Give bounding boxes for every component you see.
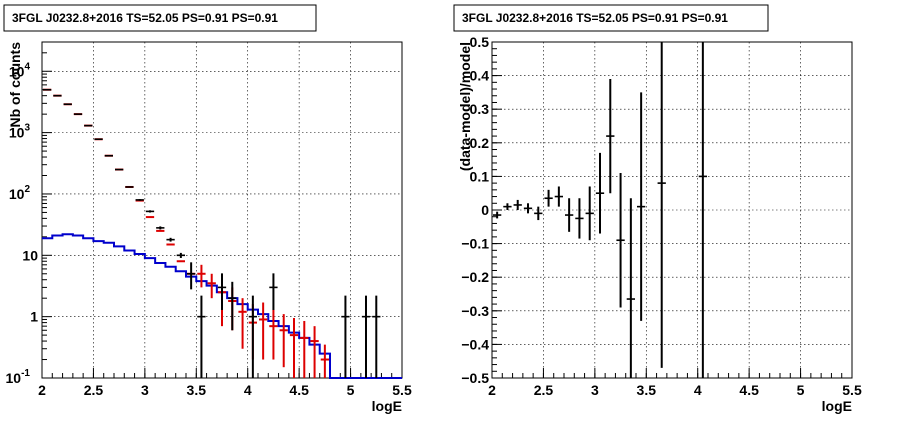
counts-data-series [43, 88, 381, 378]
data-point [187, 262, 196, 290]
residual-x-tick-label: 2.5 [534, 382, 554, 398]
residual-panel: 2 2.5 3 3.5 4 4.5 5 5.5 −0.5 −0.4 −0.3 −0.2 −0.1 0 0.1… [453, 4, 862, 414]
residual-y-tick-label: 0.2 [470, 135, 490, 151]
residual-point [523, 203, 533, 214]
residual-y-tick-label: −0.2 [461, 269, 489, 285]
counts-y-tick-label: 1 [30, 309, 38, 325]
residual-x-tick-label: 4 [694, 382, 702, 398]
residual-y-tick-label: 0 [481, 202, 489, 218]
counts-x-tick-label: 3.5 [187, 382, 207, 398]
model-point [289, 318, 299, 378]
residual-title-box [453, 4, 769, 32]
data-point [217, 273, 227, 310]
counts-x-tick-label: 4.5 [289, 382, 309, 398]
residual-point [503, 203, 512, 210]
residual-x-tick-label: 2 [488, 382, 496, 398]
residual-x-tick-label: 5.5 [842, 382, 862, 398]
model-point [320, 344, 329, 378]
residual-x-tick-label: 4.5 [739, 382, 759, 398]
residual-y-tick-label: −0.4 [461, 336, 489, 352]
data-point [197, 295, 206, 378]
data-point [269, 273, 278, 310]
residual-y-tick-label: −0.1 [461, 236, 489, 252]
residual-y-tick-label: −0.5 [461, 370, 489, 386]
residual-chart-title: 3FGL J0232.8+2016 TS=52.05 PS=0.91 PS=0.… [462, 11, 728, 25]
counts-grid [42, 42, 402, 378]
model-point [310, 326, 319, 378]
data-point [361, 295, 371, 378]
data-point [135, 199, 144, 201]
residual-x-axis-title: logE [822, 398, 852, 414]
data-point [166, 237, 175, 242]
residual-y-tick-label: 0.5 [470, 34, 490, 50]
model-point [259, 302, 268, 360]
counts-y-tick-label: 10-1 [6, 368, 31, 386]
data-point [228, 281, 237, 331]
residual-point [554, 186, 563, 207]
counts-y-tick-label: 10 [22, 247, 38, 263]
residual-y-axis-title: (data-model)/model [457, 42, 473, 171]
counts-x-tick-label: 3 [141, 382, 149, 398]
residual-point [585, 186, 594, 241]
residual-x-tick-label: 3 [591, 382, 599, 398]
counts-y-tick-label: 102 [9, 184, 31, 202]
counts-axis-ticks: 2 2.5 3 3.5 4 4.5 5 5.5 10-1 1 10 102 103 104 [6, 41, 412, 398]
counts-x-tick-label: 2 [38, 382, 46, 398]
model-point [279, 314, 288, 368]
model-point [300, 320, 309, 378]
residual-point [534, 206, 543, 221]
data-point [248, 295, 257, 378]
residual-point [513, 199, 522, 210]
residual-y-tick-label: 0.4 [470, 68, 490, 84]
counts-model-series [43, 88, 329, 378]
residual-axis-ticks: 2 2.5 3 3.5 4 4.5 5 5.5 −0.5 −0.4 −0.3 −0.2 −0.1 0 0.1… [461, 34, 862, 398]
counts-y-tick-label: 104 [9, 61, 31, 79]
residual-point [575, 198, 584, 239]
residual-point [616, 173, 625, 308]
data-point [145, 210, 155, 213]
counts-title-box [3, 4, 317, 32]
data-point [176, 252, 185, 258]
residual-point [657, 42, 666, 368]
residual-point [544, 189, 553, 207]
model-point [207, 273, 216, 299]
residual-x-tick-label: 3.5 [637, 382, 657, 398]
counts-y-tick-label: 103 [9, 123, 31, 141]
counts-chart-title: 3FGL J0232.8+2016 TS=52.05 PS=0.91 PS=0.… [12, 11, 278, 25]
residual-data-series [493, 42, 707, 378]
residual-point [595, 152, 605, 234]
residual-point [637, 92, 646, 321]
counts-x-axis-title: logE [372, 398, 402, 414]
residual-grid [492, 42, 852, 378]
model-point [269, 309, 278, 360]
data-point [372, 295, 381, 378]
residual-y-tick-label: −0.3 [461, 303, 489, 319]
counts-x-tick-label: 4 [244, 382, 252, 398]
data-point [156, 226, 165, 230]
counts-x-tick-label: 5.5 [392, 382, 412, 398]
residual-y-tick-label: 0.3 [470, 101, 490, 117]
residual-y-tick-label: 0.1 [470, 168, 490, 184]
model-point [197, 264, 206, 288]
residual-x-tick-label: 5 [797, 382, 805, 398]
counts-x-tick-label: 2.5 [84, 382, 104, 398]
counts-x-tick-label: 5 [347, 382, 355, 398]
residual-point [626, 198, 635, 378]
counts-plot-frame [41, 41, 403, 379]
counts-panel: 2 2.5 3 3.5 4 4.5 5 5.5 10-1 1 10 102 103 104 3FGL J0… [3, 4, 412, 414]
residual-point [698, 42, 707, 378]
residual-point [565, 198, 574, 232]
residual-point [606, 78, 615, 194]
data-point [341, 295, 350, 378]
residual-point [493, 211, 502, 219]
counts-y-axis-title: Nb of counts [7, 42, 23, 128]
model-point [238, 298, 247, 349]
